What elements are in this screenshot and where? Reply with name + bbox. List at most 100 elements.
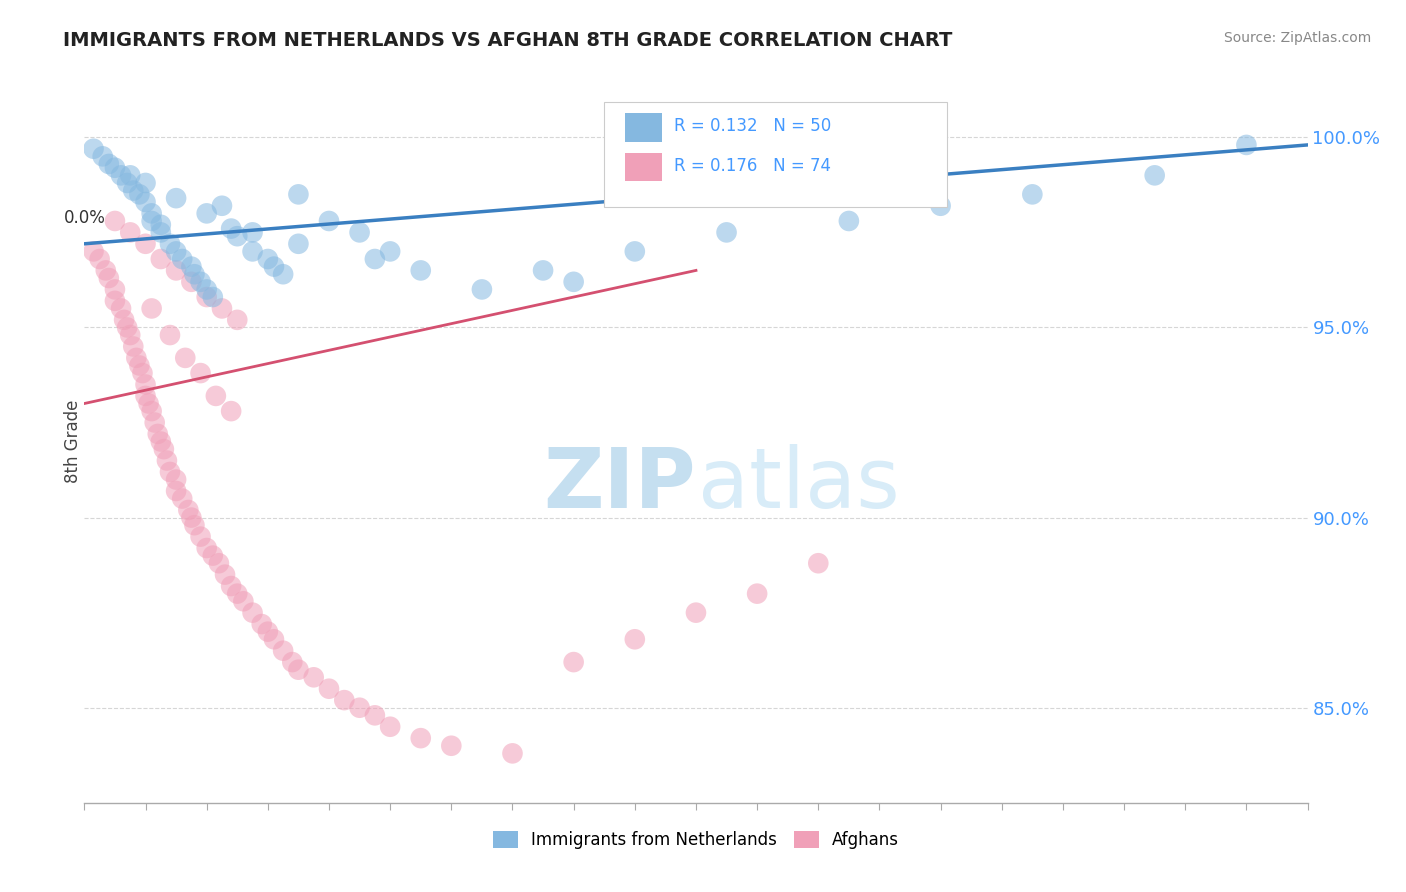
Point [409, 731, 432, 746]
Point [174, 351, 197, 365]
Point [94, 263, 117, 277]
Point [143, 416, 166, 430]
Point [135, 377, 157, 392]
Point [141, 214, 163, 228]
Point [83, 244, 105, 259]
Point [195, 541, 218, 555]
Point [211, 301, 233, 316]
Point [159, 328, 181, 343]
Point [838, 214, 860, 228]
Point [1143, 169, 1166, 183]
Text: IMMIGRANTS FROM NETHERLANDS VS AFGHAN 8TH GRADE CORRELATION CHART: IMMIGRANTS FROM NETHERLANDS VS AFGHAN 8T… [63, 31, 953, 50]
Point [190, 530, 212, 544]
Point [128, 187, 150, 202]
Point [1021, 187, 1043, 202]
Point [219, 221, 242, 235]
Point [281, 655, 304, 669]
Point [205, 389, 228, 403]
Point [120, 226, 142, 240]
Point [349, 226, 371, 240]
Point [172, 491, 194, 506]
Point [219, 579, 242, 593]
Point [165, 483, 187, 498]
Point [226, 313, 249, 327]
Point [141, 206, 163, 220]
Point [165, 473, 187, 487]
Point [125, 351, 148, 365]
Point [120, 328, 142, 343]
Point [349, 700, 371, 714]
Bar [626, 153, 662, 181]
Point [122, 339, 145, 353]
Point [624, 632, 647, 647]
Point [135, 194, 157, 209]
Point [149, 226, 172, 240]
Point [263, 632, 285, 647]
Point [165, 244, 187, 259]
Point [242, 226, 264, 240]
Point [159, 236, 181, 251]
Point [122, 184, 145, 198]
Point [190, 275, 212, 289]
Point [104, 293, 127, 308]
Point [149, 434, 172, 449]
Point [716, 226, 738, 240]
Point [364, 708, 387, 723]
Point [380, 720, 402, 734]
Point [195, 282, 218, 296]
Point [250, 617, 273, 632]
Point [104, 161, 127, 175]
Point [685, 606, 707, 620]
Point [89, 252, 111, 266]
Point [183, 267, 205, 281]
Point [201, 549, 224, 563]
Point [287, 236, 309, 251]
Point [271, 643, 294, 657]
Point [131, 366, 153, 380]
Point [624, 244, 647, 259]
Point [159, 465, 181, 479]
Point [747, 587, 769, 601]
Point [138, 396, 160, 410]
Point [180, 260, 202, 274]
Point [195, 290, 218, 304]
Point [208, 556, 231, 570]
Point [165, 191, 187, 205]
Point [83, 142, 105, 156]
Point [440, 739, 463, 753]
Point [97, 271, 120, 285]
Point [219, 404, 242, 418]
Point [195, 206, 218, 220]
Point [146, 426, 169, 441]
Bar [626, 112, 662, 142]
Point [149, 252, 172, 266]
Point [302, 670, 325, 684]
Point [190, 366, 212, 380]
Point [201, 290, 224, 304]
Point [180, 275, 202, 289]
Point [242, 606, 264, 620]
Point [104, 282, 127, 296]
Point [112, 313, 135, 327]
Point [177, 503, 200, 517]
Point [128, 359, 150, 373]
Point [562, 655, 585, 669]
FancyBboxPatch shape [605, 102, 946, 207]
Point [409, 263, 432, 277]
Point [214, 567, 236, 582]
Point [135, 236, 157, 251]
Point [929, 199, 952, 213]
Text: R = 0.176   N = 74: R = 0.176 N = 74 [673, 156, 831, 175]
Point [287, 663, 309, 677]
Point [141, 301, 163, 316]
Point [226, 229, 249, 244]
Point [271, 267, 294, 281]
Point [318, 681, 340, 696]
Point [97, 157, 120, 171]
Text: atlas: atlas [699, 444, 900, 525]
Point [333, 693, 356, 707]
Point [562, 275, 585, 289]
Text: 0.0%: 0.0% [63, 209, 105, 227]
Point [183, 518, 205, 533]
Point [364, 252, 387, 266]
